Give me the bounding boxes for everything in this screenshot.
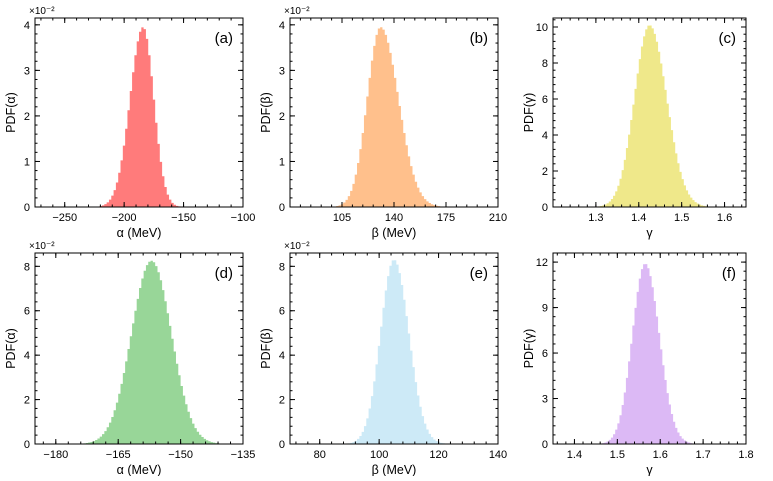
plot-frame: [552, 17, 747, 208]
x-tick-label: −150: [168, 449, 193, 461]
x-tick-label: 210: [489, 212, 507, 224]
x-tick-label: −165: [106, 449, 131, 461]
y-axis-label: PDF(α): [4, 328, 18, 369]
y-tick-label: 1: [24, 156, 30, 168]
panel-label: (a): [215, 30, 233, 47]
y-tick-label: 0: [279, 202, 285, 214]
x-tick-label: 140: [385, 212, 403, 224]
distribution-area: [553, 264, 746, 444]
y-tick-label: 6: [542, 348, 548, 360]
y-tick-label: 0: [279, 439, 285, 451]
scale-factor-label: ×10⁻²: [29, 6, 55, 17]
panel-label: (c): [719, 30, 737, 47]
x-tick-label: 1.8: [738, 449, 753, 461]
plot-frame: [34, 17, 244, 208]
x-tick-label: 1.5: [674, 212, 689, 224]
x-tick-label: −250: [52, 212, 77, 224]
scale-factor-label: ×10⁻²: [284, 6, 310, 17]
y-tick-label: 2: [24, 395, 30, 407]
y-tick-label: 10: [536, 22, 548, 34]
panel-label: (e): [470, 265, 488, 282]
x-tick-label: 80: [314, 449, 326, 461]
panel-label: (d): [215, 265, 233, 282]
panel-b: 105 140 175 210 0 1 2 3 4 β (MeV) PDF(β) ×10⁻² (b): [259, 6, 507, 240]
y-tick-label: 4: [279, 20, 285, 32]
panel-e: 80 100 120 140 0 2 4 6 8 β (MeV) PDF(β) ×10⁻² (e): [259, 241, 507, 477]
y-tick-label: 0: [24, 202, 30, 214]
y-tick-label: 4: [542, 130, 548, 142]
plot-frame: [34, 252, 244, 445]
x-tick-label: −135: [231, 449, 256, 461]
y-tick-label: 4: [24, 20, 30, 32]
y-tick-label: 4: [24, 350, 30, 362]
x-tick-label: 140: [489, 449, 507, 461]
y-tick-label: 3: [279, 65, 285, 77]
x-tick-label: 105: [333, 212, 351, 224]
plot-frame: [289, 252, 499, 445]
distribution-area: [35, 260, 243, 444]
y-tick-label: 12: [536, 257, 548, 269]
y-axis-label: PDF(γ): [522, 329, 536, 369]
y-tick-label: 0: [542, 202, 548, 214]
panel-c: 1.3 1.4 1.5 1.6 0 2 4 6 8 10 γ PDF(γ) (c): [522, 17, 747, 240]
y-tick-label: 2: [24, 111, 30, 123]
x-tick-label: 1.6: [717, 212, 732, 224]
y-tick-label: 8: [542, 58, 548, 70]
y-tick-label: 8: [279, 261, 285, 273]
x-axis-label: α (MeV): [117, 463, 162, 476]
x-axis-label: γ: [646, 463, 653, 476]
y-tick-label: 4: [279, 350, 285, 362]
y-tick-label: 3: [24, 65, 30, 77]
y-tick-label: 0: [542, 439, 548, 451]
y-tick-label: 3: [542, 394, 548, 406]
distribution-area: [290, 260, 498, 444]
y-axis-label: PDF(β): [259, 92, 273, 133]
panel-a: −250 −200 −150 −100 0 1 2 3 4 α (MeV) PDF(α) ×10⁻² (…: [4, 6, 255, 240]
x-tick-label: −200: [112, 212, 137, 224]
y-axis-label: PDF(γ): [522, 93, 536, 133]
x-tick-label: 1.7: [695, 449, 710, 461]
distribution-area: [290, 27, 498, 208]
distribution-area: [553, 25, 746, 207]
x-tick-label: 100: [370, 449, 388, 461]
x-tick-label: 1.4: [567, 449, 582, 461]
y-tick-label: 6: [542, 94, 548, 106]
y-tick-label: 2: [279, 111, 285, 123]
x-axis-label: β (MeV): [372, 226, 417, 240]
panel-label: (f): [722, 265, 736, 282]
plot-frame: [552, 252, 747, 445]
panel-f: 1.4 1.5 1.6 1.7 1.8 0 3 6 9 12 γ PDF(γ) (f): [522, 252, 754, 477]
y-tick-label: 2: [279, 395, 285, 407]
scale-factor-label: ×10⁻²: [284, 241, 310, 252]
y-axis-label: PDF(β): [259, 328, 273, 369]
y-tick-label: 6: [279, 306, 285, 318]
y-tick-label: 9: [542, 303, 548, 315]
panel-label: (b): [470, 30, 488, 47]
x-tick-label: −180: [43, 449, 68, 461]
x-tick-label: 175: [437, 212, 455, 224]
x-tick-label: 1.6: [653, 449, 668, 461]
scale-factor-label: ×10⁻²: [29, 241, 55, 252]
y-axis-label: PDF(α): [4, 92, 18, 133]
x-tick-label: 1.5: [610, 449, 625, 461]
x-tick-label: 1.3: [588, 212, 603, 224]
y-tick-label: 1: [279, 156, 285, 168]
x-axis-label: α (MeV): [117, 226, 162, 240]
x-axis-label: γ: [646, 226, 653, 240]
y-tick-label: 0: [24, 439, 30, 451]
y-tick-label: 6: [24, 306, 30, 318]
y-tick-label: 8: [24, 261, 30, 273]
x-axis-label: β (MeV): [372, 463, 417, 476]
y-tick-label: 2: [542, 166, 548, 178]
x-tick-label: 120: [429, 449, 447, 461]
distribution-area: [35, 27, 243, 207]
x-tick-label: 1.4: [631, 212, 646, 224]
x-tick-label: −100: [231, 212, 256, 224]
x-tick-label: −150: [171, 212, 196, 224]
panel-d: −180 −165 −150 −135 0 2 4 6 8 α (MeV) PDF(α) ×10⁻² (…: [4, 241, 256, 477]
